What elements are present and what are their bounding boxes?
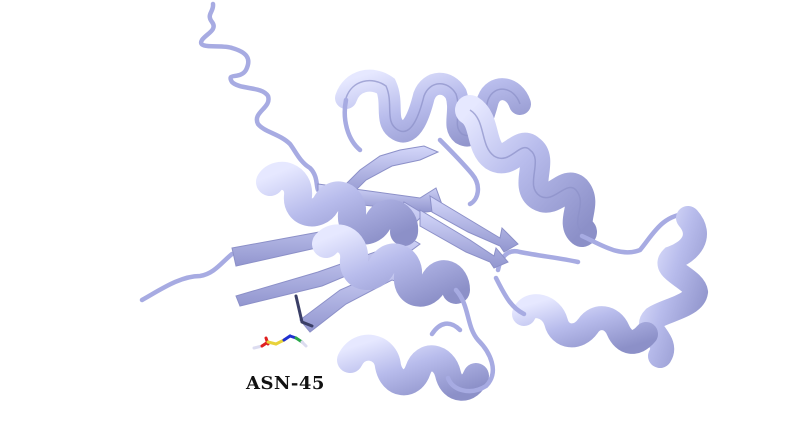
helix-bottom xyxy=(350,348,476,388)
helix-left xyxy=(270,176,404,232)
asn-45-sticks xyxy=(254,336,306,348)
helix-lower-right xyxy=(524,306,646,342)
left-tail-loop xyxy=(142,254,232,300)
helix-right-upper xyxy=(470,110,582,232)
n-terminal-loop xyxy=(201,4,318,190)
helix-middle-lower xyxy=(326,238,456,292)
residue-label: ASN-45 xyxy=(246,373,325,394)
